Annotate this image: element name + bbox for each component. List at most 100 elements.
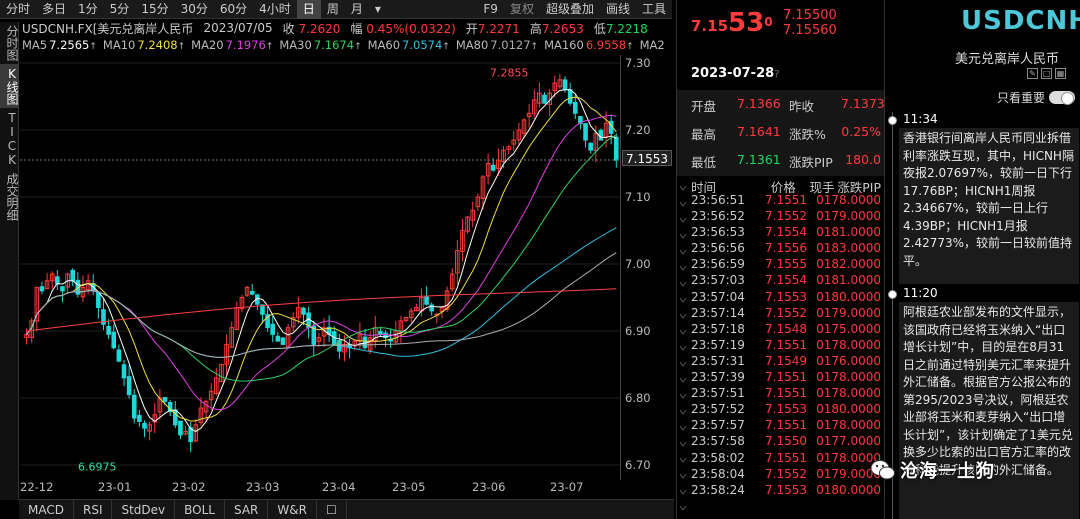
- tab-kline-chart[interactable]: K线图: [0, 64, 19, 108]
- settings-icon[interactable]: ☐: [317, 499, 347, 519]
- scroll-chevron-icon: [679, 473, 687, 479]
- tick-cell: 7.1553: [765, 289, 807, 304]
- period-tab-day[interactable]: 日: [296, 0, 321, 19]
- candle-body: [378, 330, 383, 335]
- ma-legend-item: MA5 7.2565↑: [22, 38, 97, 52]
- scroll-chevron-icon: [679, 361, 687, 367]
- candle-body: [598, 129, 604, 141]
- tick-cell: 23:56:56: [691, 241, 745, 256]
- restore-button[interactable]: 复权: [509, 1, 534, 16]
- period-tab-15min[interactable]: 15分: [141, 1, 169, 16]
- tick-cell: 7.1551: [765, 370, 807, 385]
- indicator-tab-boll[interactable]: BOLL: [175, 499, 225, 519]
- quote-date-text: 2023-07-28: [691, 66, 775, 81]
- overlay-button[interactable]: 超级叠加: [545, 1, 594, 16]
- period-tab-30min[interactable]: 30分: [180, 1, 208, 16]
- candle-body: [142, 422, 147, 429]
- ma-label: MA10: [102, 38, 136, 52]
- quote-stat-row: 开盘 7.1366 昨收 7.1373: [691, 96, 885, 115]
- tick-cell: 0178.0000: [816, 386, 881, 401]
- tab-trade-details[interactable]: 成交明细: [5, 173, 19, 221]
- tick-cell: 0180.0000: [816, 289, 881, 304]
- quote-date: 2023-07-28?: [691, 66, 779, 81]
- price-tick-label: 7.00: [625, 257, 651, 271]
- candle-body: [147, 424, 152, 432]
- candle-body: [198, 407, 204, 423]
- tick-cell: 7.1553: [765, 482, 807, 497]
- period-tab-intraday[interactable]: 分时: [6, 1, 31, 16]
- candle-body: [183, 431, 188, 435]
- col-time: 时间: [691, 180, 717, 195]
- grid-icon[interactable]: ▦: [1055, 68, 1066, 79]
- period-tab-5min[interactable]: 5分: [109, 1, 130, 16]
- quote-stat-value: 0.25%: [841, 124, 881, 139]
- period-tab-1min[interactable]: 1分: [78, 1, 98, 16]
- candle-body: [34, 286, 40, 322]
- arrow-up-icon: ↑: [265, 42, 274, 52]
- chevron-down-icon[interactable]: ▾: [374, 1, 381, 16]
- ma-value: 7.2408: [137, 38, 178, 52]
- open-field: 开7.2271: [466, 20, 520, 37]
- tick-cell: 23:57:31: [691, 353, 745, 368]
- scroll-chevron-icon: [679, 345, 687, 351]
- tab-intraday-chart[interactable]: 分时图: [5, 25, 19, 61]
- ma-legend-item: MA20 7.1976↑: [191, 38, 273, 52]
- important-only-toggle[interactable]: [1049, 91, 1076, 105]
- period-tab-week[interactable]: 周: [326, 1, 339, 16]
- period-tab-60min[interactable]: 60分: [219, 1, 248, 16]
- tools-button[interactable]: 工具: [641, 1, 666, 16]
- tick-cell: 0182.0000: [816, 257, 881, 272]
- tick-cell: 0178.0000: [816, 450, 881, 465]
- indicator-tab-sar[interactable]: SAR: [225, 499, 269, 519]
- tick-cell: 0176.0000: [816, 353, 881, 368]
- price-tick-label: 6.80: [625, 391, 651, 405]
- news-text[interactable]: 香港银行间离岸人民币同业拆借利率涨跌互现，其中，HICNH隔夜报2.07697%…: [899, 128, 1079, 284]
- tick-cell: 7.1551: [765, 450, 807, 465]
- scroll-chevron-icon: [679, 233, 687, 239]
- period-tab-month[interactable]: 月: [350, 1, 363, 16]
- date-tick-label: 23-05: [392, 480, 426, 494]
- tick-cell: 0181.0000: [816, 273, 881, 288]
- tick-cell: 0178.0000: [816, 418, 881, 433]
- indicator-tab-rsi[interactable]: RSI: [74, 499, 113, 519]
- date-tick-label: 23-03: [246, 480, 280, 494]
- ma-legend-item: MA30 7.1674↑: [279, 38, 361, 52]
- tick-cell: 0178.0000: [816, 370, 881, 385]
- candle-body: [244, 286, 250, 296]
- news-feed: 11:34 香港银行间离岸人民币同业拆借利率涨跌互现，其中，HICNH隔夜报2.…: [885, 104, 1080, 519]
- ma-legend: MA5 7.2565↑ MA10 7.2408↑ MA20 7.1976↑ MA30 7.16…: [22, 37, 672, 53]
- ma-line: [26, 252, 617, 358]
- candlestick-chart[interactable]: 7.2855 6.6975: [20, 55, 620, 480]
- question-icon[interactable]: ?: [774, 69, 780, 80]
- tick-cell: 7.1552: [765, 209, 807, 224]
- period-tab-multiday[interactable]: 多日: [42, 1, 67, 16]
- candle-body: [583, 123, 588, 141]
- date-tick-label: 23-04: [322, 480, 356, 494]
- pencil-icon[interactable]: ✎: [1027, 68, 1038, 79]
- indicator-tab-stddev[interactable]: StdDev: [112, 499, 176, 519]
- tick-scrollbar[interactable]: [679, 180, 687, 510]
- candle-body: [398, 320, 404, 333]
- candle-body: [578, 116, 583, 124]
- period-tab-4hour[interactable]: 4小时: [259, 1, 291, 16]
- candle-body: [296, 307, 301, 318]
- tick-cell: 7.1555: [765, 257, 807, 272]
- arrow-up-icon: ↑: [530, 42, 539, 52]
- candle-body: [516, 129, 522, 141]
- indicator-tab-macd[interactable]: MACD: [19, 499, 74, 519]
- indicator-tab-wr[interactable]: W&R: [268, 499, 317, 519]
- f9-button[interactable]: F9: [483, 1, 498, 16]
- close-field: 收 7.2620: [283, 20, 341, 37]
- candle-body: [449, 273, 455, 290]
- arrow-up-icon: ↑: [177, 42, 186, 52]
- candle-body: [188, 427, 193, 443]
- tab-tick[interactable]: TICK: [5, 111, 19, 167]
- tick-cell: 7.1552: [765, 466, 807, 481]
- window-icon[interactable]: □: [1041, 68, 1052, 79]
- draw-line-button[interactable]: 画线: [605, 1, 630, 16]
- tick-cell: 0180.0000: [816, 402, 881, 417]
- ma-legend-item: MA60 7.0574↑: [368, 38, 450, 52]
- watermark-text: 沧海一土狗: [900, 461, 995, 482]
- scroll-chevron-icon: [679, 313, 687, 319]
- news-text[interactable]: 阿根廷农业部发布的文件显示，该国政府已经将玉米纳入“出口增长计划”中，目的是在8…: [899, 302, 1079, 519]
